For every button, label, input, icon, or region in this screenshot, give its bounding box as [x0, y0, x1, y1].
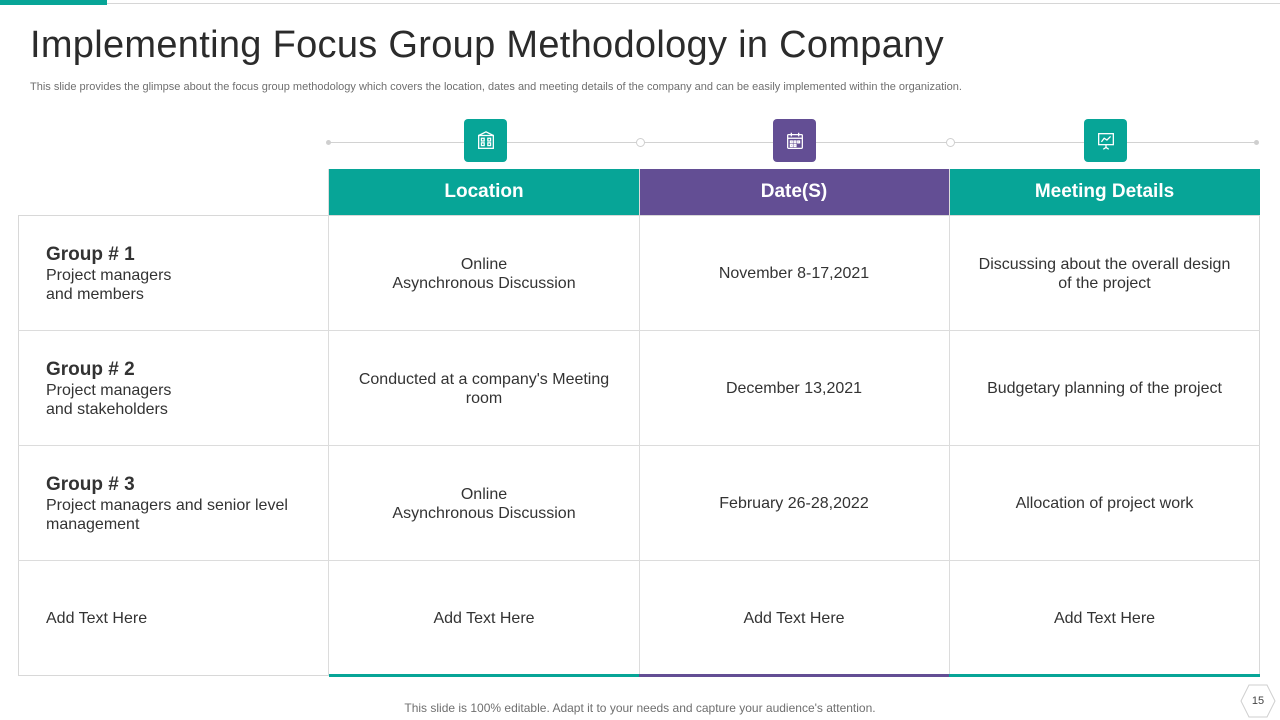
cell-text-line: room — [465, 389, 503, 407]
page-number: 15 — [1240, 684, 1276, 718]
slide-footer: This slide is 100% editable. Adapt it to… — [404, 701, 876, 715]
cell-location: Online Asynchronous Discussion — [329, 446, 639, 561]
row-label-group-3: Group # 3 Project managers and senior le… — [46, 474, 288, 534]
cell-location: Conducted at a company's Meeting room — [329, 331, 639, 446]
page-number-hexagon — [1240, 684, 1276, 718]
cell-date: February 26-28,2022 — [639, 446, 949, 561]
cell-meeting-details: Add Text Here — [949, 561, 1260, 676]
row-label-group-1: Group # 1 Project managers and members — [46, 244, 171, 304]
group-description-line: management — [46, 516, 140, 533]
cell-text: Budgetary planning of the project — [987, 380, 1222, 397]
page-number-text: 15 — [1251, 695, 1265, 707]
group-description-line: Project managers — [46, 267, 172, 284]
timeline-dot — [946, 138, 955, 147]
column-divider — [949, 169, 950, 676]
column-divider — [328, 169, 329, 676]
placeholder-text: Add Text Here — [1053, 610, 1156, 627]
cell-text-line: Discussing about the overall design — [978, 255, 1231, 273]
cell-text-line: Asynchronous Discussion — [392, 504, 576, 522]
timeline-dot — [1254, 140, 1259, 145]
placeholder-text: Add Text Here — [743, 610, 845, 627]
cell-text-line: Online — [460, 485, 508, 503]
group-description-line: and stakeholders — [46, 401, 168, 418]
slide-title: Implementing Focus Group Methodology in … — [30, 24, 944, 66]
group-description-line: and members — [46, 286, 144, 303]
cell-location: Add Text Here — [329, 561, 639, 676]
cell-meeting-details: Allocation of project work — [949, 446, 1260, 561]
group-description-line: Project managers — [46, 382, 172, 399]
column-bottom-accent — [949, 674, 1260, 677]
placeholder-text: Add Text Here — [46, 610, 148, 627]
group-title: Group # 2 — [46, 359, 135, 380]
cell-text-line: Conducted at a company's Meeting — [358, 370, 610, 388]
top-accent-bar — [0, 0, 107, 5]
column-bottom-accent — [639, 674, 949, 677]
column-bottom-accent — [329, 674, 639, 677]
group-title: Group # 1 — [46, 244, 135, 265]
cell-text: December 13,2021 — [725, 380, 863, 397]
top-divider-line — [107, 3, 1280, 4]
timeline-dot — [326, 140, 331, 145]
header-meeting-details: Meeting Details — [949, 169, 1260, 215]
cell-text: November 8-17,2021 — [718, 265, 870, 282]
calendar-icon — [773, 119, 816, 162]
cell-text-line: Online — [460, 255, 508, 273]
slide-subtitle: This slide provides the glimpse about th… — [30, 81, 962, 93]
cell-text: February 26-28,2022 — [719, 495, 869, 512]
placeholder-text: Add Text Here — [433, 610, 535, 627]
cell-location: Online Asynchronous Discussion — [329, 216, 639, 331]
timeline-dot — [636, 138, 645, 147]
cell-date: November 8-17,2021 — [639, 216, 949, 331]
row-label-placeholder: Add Text Here — [46, 609, 147, 628]
presentation-board-icon — [1084, 119, 1127, 162]
cell-meeting-details: Discussing about the overall design of t… — [949, 216, 1260, 331]
group-description-line: Project managers and senior level — [46, 497, 288, 514]
cell-date: December 13,2021 — [639, 331, 949, 446]
cell-meeting-details: Budgetary planning of the project — [949, 331, 1260, 446]
building-icon — [464, 119, 507, 162]
group-title: Group # 3 — [46, 474, 135, 495]
header-location: Location — [329, 169, 639, 215]
cell-date: Add Text Here — [639, 561, 949, 676]
cell-text-line: Asynchronous Discussion — [392, 274, 576, 292]
cell-text: Allocation of project work — [1015, 495, 1194, 512]
row-label-group-2: Group # 2 Project managers and stakehold… — [46, 359, 171, 419]
header-dates: Date(S) — [639, 169, 949, 215]
cell-text-line: of the project — [1058, 274, 1151, 292]
column-divider — [639, 169, 640, 676]
